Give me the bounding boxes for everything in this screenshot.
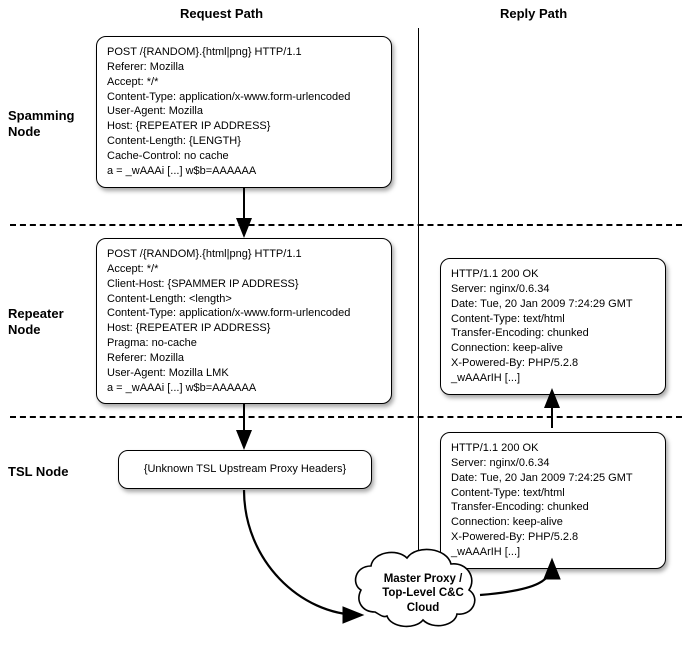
lane-divider-1 — [10, 224, 682, 226]
row-label-repeater: Repeater Node — [8, 306, 88, 339]
row-label-spamming: Spamming Node — [8, 108, 88, 141]
lane-divider-2 — [10, 416, 682, 418]
box-spamming-request: POST /{RANDOM}.{html|png} HTTP/1.1 Refer… — [96, 36, 392, 188]
box-repeater-reply: HTTP/1.1 200 OK Server: nginx/0.6.34 Dat… — [440, 258, 666, 395]
vertical-divider — [418, 28, 419, 570]
header-reply: Reply Path — [500, 6, 567, 21]
cloud-label: Master Proxy / Top-Level C&C Cloud — [368, 572, 478, 615]
box-repeater-request: POST /{RANDOM}.{html|png} HTTP/1.1 Accep… — [96, 238, 392, 404]
box-tsl-request: {Unknown TSL Upstream Proxy Headers} — [118, 450, 372, 489]
row-label-tsl: TSL Node — [8, 464, 88, 480]
box-tsl-reply: HTTP/1.1 200 OK Server: nginx/0.6.34 Dat… — [440, 432, 666, 569]
header-request: Request Path — [180, 6, 263, 21]
